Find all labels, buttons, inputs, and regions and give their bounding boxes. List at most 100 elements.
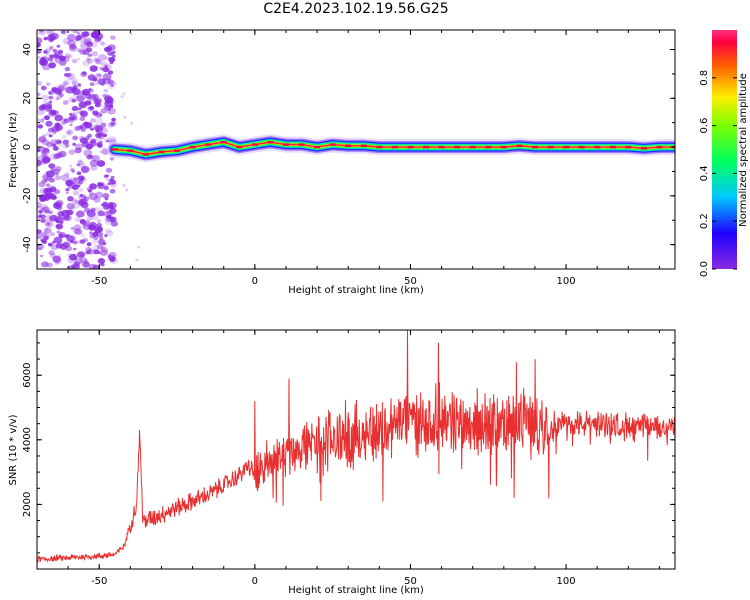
noise-point: [85, 136, 90, 141]
noise-point: [79, 254, 84, 257]
noise-point: [44, 158, 49, 162]
noise-point: [48, 134, 53, 138]
noise-point: [75, 38, 79, 42]
noise-point: [39, 194, 48, 202]
noise-point: [82, 49, 90, 55]
noise-point: [76, 95, 85, 103]
noise-point: [85, 246, 92, 253]
noise-point: [82, 71, 87, 75]
noise-point: [110, 175, 115, 179]
noise-point: [37, 229, 42, 234]
signal-peak-mark: [220, 141, 227, 144]
noise-point: [88, 192, 98, 200]
noise-point: [68, 54, 73, 59]
noise-point: [112, 50, 116, 54]
noise-point: [70, 227, 75, 230]
signal-peak-mark: [314, 145, 321, 149]
noise-point: [86, 41, 91, 45]
noise-point: [37, 81, 42, 86]
noise-point: [40, 204, 48, 211]
noise-point: [46, 222, 51, 226]
noise-point: [88, 53, 93, 57]
signal-peak-mark: [532, 145, 538, 149]
noise-point: [77, 34, 83, 39]
noise-point: [73, 177, 79, 182]
noise-point: [54, 172, 59, 176]
noise-point: [91, 51, 98, 57]
noise-point: [41, 231, 47, 236]
noise-point: [105, 167, 113, 173]
noise-point: [89, 82, 95, 86]
noise-point: [41, 156, 51, 164]
signal-peak-mark: [158, 150, 165, 154]
noise-point: [99, 249, 108, 256]
noise-point: [79, 239, 86, 244]
signal-peak-mark: [174, 149, 180, 152]
noise-point: [75, 210, 85, 218]
noise-point: [53, 202, 62, 209]
noise-point: [49, 54, 54, 59]
noise-point: [94, 37, 101, 43]
noise-scatter: [37, 30, 141, 269]
noise-point: [44, 215, 53, 222]
noise-point: [110, 220, 118, 227]
noise-point: [39, 254, 44, 258]
noise-point: [55, 224, 59, 228]
noise-point: [77, 48, 83, 53]
noise-point: [41, 261, 49, 268]
noise-point: [69, 43, 77, 50]
noise-point: [67, 131, 71, 134]
noise-point: [104, 217, 110, 222]
noise-point: [37, 140, 41, 146]
noise-point: [109, 80, 117, 87]
noise-point: [53, 51, 63, 59]
noise-point: [109, 188, 116, 194]
noise-point: [76, 163, 81, 167]
noise-point: [100, 41, 106, 46]
noise-point: [82, 238, 89, 243]
noise-point: [57, 90, 61, 94]
noise-point: [52, 255, 61, 263]
signal-peak-mark: [127, 149, 134, 152]
noise-point: [66, 235, 75, 243]
noise-point: [106, 178, 110, 181]
noise-point: [109, 157, 115, 161]
noise-point: [54, 114, 63, 122]
noise-point: [38, 30, 46, 36]
noise-point: [110, 84, 114, 87]
noise-point: [69, 165, 73, 168]
spectrogram-panel: -50 0 50 100 -40 -20 0 20 40 Height of straight…: [8, 29, 676, 296]
noise-point: [80, 233, 86, 238]
noise-point: [109, 207, 117, 214]
noise-point: [109, 178, 114, 182]
noise-point: [99, 67, 104, 71]
noise-point: [94, 226, 103, 234]
x-tick-label: 0: [252, 576, 258, 587]
noise-point: [79, 194, 84, 198]
noise-point: [89, 159, 99, 167]
noise-point: [44, 48, 51, 54]
noise-point: [43, 235, 49, 241]
colorbar-tick-label: 0.8: [699, 70, 710, 86]
noise-point: [85, 57, 91, 62]
noise-point: [102, 193, 110, 199]
noise-point: [55, 219, 60, 224]
x-tick-label: 50: [404, 576, 417, 587]
signal-peak-mark: [625, 145, 632, 149]
noise-point: [77, 159, 83, 164]
signal-peak-mark: [594, 145, 601, 149]
noise-point: [46, 141, 54, 148]
noise-point: [37, 155, 46, 163]
noise-point: [107, 70, 114, 75]
noise-point: [59, 221, 64, 225]
colorbar-tick-label: 0.4: [699, 165, 710, 181]
spectrogram-y-label: Frequency (Hz): [8, 112, 19, 188]
noise-point: [77, 36, 87, 44]
noise-point: [87, 106, 95, 112]
noise-point: [72, 79, 78, 84]
noise-point: [81, 88, 91, 96]
signal-peak-mark: [251, 143, 258, 146]
signal-peak-mark: [407, 145, 414, 149]
noise-point: [40, 104, 47, 109]
noise-point: [105, 56, 110, 60]
